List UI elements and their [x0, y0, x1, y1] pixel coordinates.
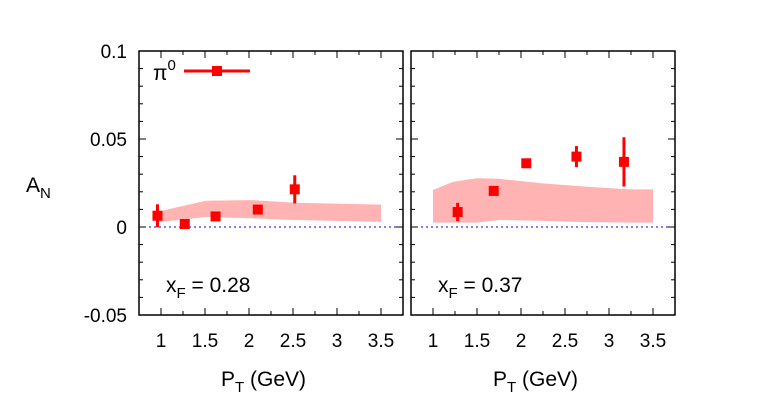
- xf-annotation: xF = 0.28: [166, 274, 250, 302]
- legend-main: π: [153, 62, 168, 85]
- xf-main: x: [438, 274, 449, 297]
- x-tick-label: 2.5: [280, 331, 306, 352]
- y-axis-title: AN: [26, 174, 51, 202]
- data-point: [252, 204, 263, 215]
- x-axis-title-sub: T: [507, 379, 516, 396]
- legend-label: π0: [153, 57, 176, 85]
- data-point: [179, 219, 190, 230]
- plot-frame: [138, 50, 404, 316]
- x-axis-title-main: P: [221, 368, 235, 391]
- y-tick-label: 0.05: [90, 130, 127, 151]
- x-tick-label: 2: [244, 331, 255, 352]
- data-point: [452, 207, 463, 218]
- xf-main: x: [166, 274, 177, 297]
- x-axis-title-sub: T: [235, 379, 244, 396]
- x-tick-label: 3: [332, 331, 343, 352]
- theory-band: [157, 200, 381, 223]
- panel-left: 1 1.5 2 2.5 3 3.5 0.1 0.05 0 -0.05 PT (GeV) xF = 0.…: [84, 42, 404, 396]
- xf-annotation: xF = 0.37: [438, 274, 522, 302]
- x-tick-label: 2: [516, 331, 527, 352]
- x-axis-title-main: P: [493, 368, 507, 391]
- xf-sub: F: [177, 285, 186, 302]
- data-point: [571, 151, 582, 162]
- legend-sup: 0: [168, 57, 176, 74]
- panel-right: 1 1.5 2 2.5 3 3.5 PT (GeV) xF = 0.37: [410, 50, 676, 396]
- x-axis-title-rest: (GeV): [244, 368, 306, 391]
- y-tick-label: 0: [116, 218, 127, 239]
- x-tick-label: 1.5: [464, 331, 490, 352]
- x-tick-label: 3.5: [368, 331, 394, 352]
- y-tick-label: -0.05: [84, 306, 127, 327]
- x-tick-label: 1: [428, 331, 439, 352]
- y-tick-label: 0.1: [101, 42, 127, 63]
- x-axis-title: PT (GeV): [221, 368, 306, 396]
- xf-rest: = 0.37: [458, 274, 523, 297]
- theory-band: [433, 178, 653, 223]
- legend-marker: [212, 66, 222, 76]
- data-point: [289, 184, 300, 195]
- xf-sub: F: [449, 285, 458, 302]
- x-tick-label: 3.5: [640, 331, 666, 352]
- xf-rest: = 0.28: [186, 274, 251, 297]
- data-point: [210, 211, 221, 222]
- x-tick-label: 2.5: [552, 331, 578, 352]
- x-tick-label: 3: [604, 331, 615, 352]
- data-point: [521, 158, 532, 169]
- data-point: [152, 210, 163, 221]
- data-point: [618, 156, 629, 167]
- plot-frame: [410, 50, 676, 316]
- data-point: [488, 185, 499, 196]
- x-axis-title-rest: (GeV): [516, 368, 578, 391]
- x-tick-label: 1: [156, 331, 167, 352]
- x-axis-title: PT (GeV): [493, 368, 578, 396]
- x-tick-label: 1.5: [192, 331, 218, 352]
